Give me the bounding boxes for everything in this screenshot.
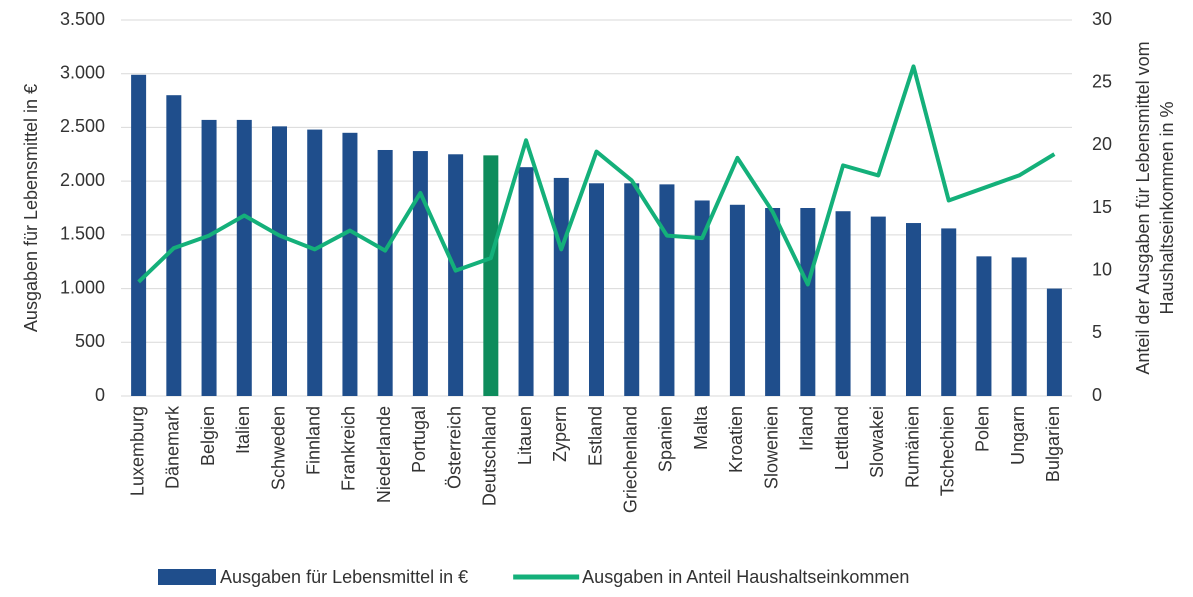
bar: [272, 126, 287, 397]
x-tick-label: Irland: [797, 406, 817, 451]
y2-tick-label: 25: [1092, 71, 1112, 91]
x-tick-label: Tschechien: [937, 406, 957, 496]
bar: [765, 208, 781, 396]
x-tick-label: Schweden: [268, 406, 288, 490]
y2-tick-label: 5: [1092, 322, 1102, 342]
y2-tick-label: 10: [1092, 259, 1112, 279]
bar: [729, 204, 745, 396]
bar: [624, 183, 640, 396]
bar: [448, 154, 464, 396]
bar: [835, 211, 851, 396]
x-tick-label: Finnland: [303, 406, 323, 475]
legend-swatch: [158, 569, 216, 585]
y2-tick-label: 15: [1092, 197, 1112, 217]
bar: [659, 184, 675, 396]
x-tick-label: Slowenien: [761, 406, 781, 489]
x-tick-label: Luxemburg: [127, 406, 147, 496]
x-tick-label: Slowakei: [867, 406, 887, 478]
y-axis-title: Ausgaben für Lebensmittel in €: [21, 84, 41, 332]
x-tick-label: Dänemark: [163, 405, 183, 489]
x-tick-label: Österreich: [444, 406, 464, 489]
x-tick-label: Estland: [585, 406, 605, 466]
bar: [906, 223, 921, 396]
legend-label: Ausgaben für Lebensmittel in €: [220, 567, 468, 587]
bar: [589, 183, 604, 396]
y-tick-label: 1.000: [60, 277, 105, 297]
y-tick-label: 2.500: [60, 116, 105, 136]
x-tick-label: Ungarn: [1008, 406, 1028, 465]
x-tick-label: Italien: [233, 406, 253, 454]
bar: [694, 200, 710, 396]
bar: [342, 132, 358, 397]
x-tick-label: Zypern: [550, 406, 570, 462]
bar: [307, 129, 323, 396]
bar: [236, 119, 252, 396]
bar: [131, 74, 147, 396]
y-tick-label: 1.500: [60, 224, 105, 244]
y-tick-label: 500: [75, 331, 105, 351]
bar: [201, 119, 217, 396]
bar: [870, 216, 886, 396]
y2-axis-title: Anteil der Ausgaben für Lebensmittel vom: [1133, 41, 1153, 374]
bar: [1046, 288, 1062, 396]
x-tick-label: Kroatien: [726, 406, 746, 473]
bar: [166, 95, 182, 396]
y-tick-label: 0: [95, 385, 105, 405]
bar: [976, 256, 992, 396]
bar: [483, 155, 499, 396]
y2-axis-title: Haushaltseinkommen in %: [1157, 101, 1177, 314]
y-tick-label: 2.000: [60, 170, 105, 190]
x-tick-label: Griechenland: [620, 406, 640, 513]
bar: [941, 228, 957, 396]
x-tick-label: Rumänien: [902, 406, 922, 488]
line: [137, 64, 1056, 287]
y2-tick-label: 20: [1092, 134, 1112, 154]
bar: [377, 149, 393, 396]
x-tick-label: Spanien: [656, 406, 676, 472]
x-tick-label: Litauen: [515, 406, 535, 465]
x-tick-label: Malta: [691, 405, 711, 450]
x-tick-label: Lettland: [832, 406, 852, 470]
legend-label: Ausgaben in Anteil Haushaltseinkommen: [582, 567, 909, 587]
bar: [1011, 257, 1027, 396]
x-tick-label: Frankreich: [339, 406, 359, 491]
bar: [412, 151, 428, 396]
x-tick-label: Bulgarien: [1043, 406, 1063, 482]
x-tick-label: Belgien: [198, 406, 218, 466]
x-tick-label: Deutschland: [480, 406, 500, 506]
y-tick-label: 3.500: [60, 9, 105, 29]
y-tick-label: 3.000: [60, 62, 105, 82]
bar: [800, 208, 816, 396]
y2-tick-label: 0: [1092, 385, 1102, 405]
bar: [518, 167, 534, 396]
y2-tick-label: 30: [1092, 9, 1112, 29]
x-tick-label: Portugal: [409, 406, 429, 473]
x-tick-label: Niederlande: [374, 406, 394, 503]
bar: [553, 177, 569, 396]
x-tick-label: Polen: [973, 406, 993, 452]
